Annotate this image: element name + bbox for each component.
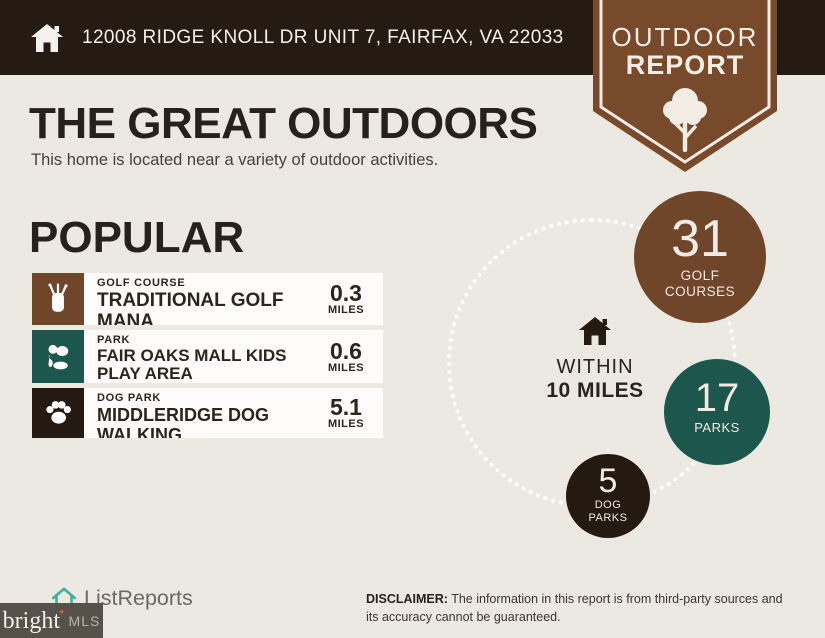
distance-value: 0.3 <box>330 280 362 306</box>
mls-wordmark: MLS <box>68 612 101 629</box>
place-distance: 0.3 MILES <box>315 280 377 317</box>
ribbon-line2: REPORT <box>626 50 745 80</box>
home-icon-small <box>579 317 611 345</box>
miles-label: 10 MILES <box>546 379 644 402</box>
radius-label: WITHIN 10 MILES <box>520 315 670 403</box>
place-name: TRADITIONAL GOLF MANA <box>97 290 284 325</box>
property-address: 12008 RIDGE KNOLL DR UNIT 7, FAIRFAX, VA… <box>82 26 564 48</box>
place-category: GOLF COURSE <box>97 277 186 289</box>
stat-parks: 17 PARKS <box>664 359 770 465</box>
stat-golf-courses: 31 GOLF COURSES <box>634 191 766 323</box>
page-title: THE GREAT OUTDOORS <box>29 99 538 148</box>
bright-spark-icon: ✦ <box>57 607 66 617</box>
distance-value: 5.1 <box>330 394 362 420</box>
stat-label: PARKS <box>694 420 740 435</box>
tree-icon <box>663 88 707 152</box>
outdoor-report-ribbon: OUTDOOR REPORT <box>593 0 777 172</box>
ribbon-line1: OUTDOOR <box>612 22 759 52</box>
place-category: DOG PARK <box>97 392 162 404</box>
list-item-golf-course[interactable]: GOLF COURSE TRADITIONAL GOLF MANA 0.3 MI… <box>32 273 383 325</box>
within-label: WITHIN <box>556 356 634 378</box>
list-item-dog-park[interactable]: DOG PARK MIDDLERIDGE DOG WALKING 5.1 MIL… <box>32 388 383 438</box>
disclaimer-body: The information in this report is from t… <box>366 592 783 625</box>
distance-unit: MILES <box>327 418 365 430</box>
distance-value: 0.6 <box>330 337 362 364</box>
paw-icon <box>32 388 84 438</box>
popular-places-list: GOLF COURSE TRADITIONAL GOLF MANA 0.3 MI… <box>32 273 383 443</box>
page-subtitle: This home is located near a variety of o… <box>31 151 439 169</box>
listreports-logo[interactable]: ListReports <box>50 585 193 611</box>
disclaimer-label: DISCLAIMER: <box>366 592 448 606</box>
stat-value: 5 <box>598 462 618 500</box>
stat-label: DOG PARKS <box>588 499 628 524</box>
disclaimer-text: DISCLAIMER: The information in this repo… <box>366 590 796 626</box>
stat-label: GOLF COURSES <box>664 268 736 299</box>
place-name: FAIR OAKS MALL KIDS PLAY AREA <box>97 346 287 383</box>
home-icon <box>31 23 63 52</box>
distance-unit: MILES <box>327 361 365 374</box>
stat-value: 31 <box>671 210 729 268</box>
bright-wordmark: bright <box>2 607 60 634</box>
golf-bag-icon <box>32 273 84 325</box>
place-distance: 0.6 MILES <box>315 337 377 374</box>
place-category: PARK <box>97 334 131 346</box>
section-heading-popular: POPULAR <box>29 213 245 262</box>
place-name: MIDDLERIDGE DOG WALKING <box>97 405 270 438</box>
stat-value: 17 <box>694 376 740 420</box>
bright-mls-logo[interactable]: bright ✦ MLS <box>0 603 103 638</box>
place-distance: 5.1 MILES <box>315 394 377 431</box>
stat-dog-parks: 5 DOG PARKS <box>566 454 650 538</box>
distance-unit: MILES <box>327 304 365 316</box>
list-item-park[interactable]: PARK FAIR OAKS MALL KIDS PLAY AREA 0.6 M… <box>32 330 383 383</box>
park-person-icon <box>32 330 84 383</box>
